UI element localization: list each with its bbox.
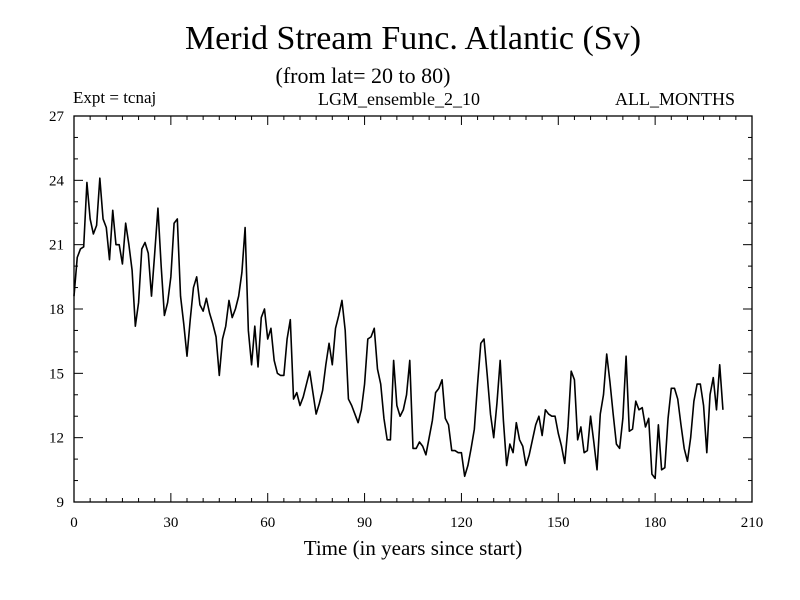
x-tick-label: 210: [741, 515, 764, 531]
ensemble-label: LGM_ensemble_2_10: [318, 89, 480, 109]
x-tick-label: 180: [644, 515, 667, 531]
series-group: [73, 177, 724, 480]
y-tick-label: 24: [49, 173, 65, 189]
y-tick-label: 15: [49, 366, 64, 382]
x-tick-label: 0: [70, 515, 78, 531]
y-tick-label: 9: [57, 495, 65, 511]
x-axis-label: Time (in years since start): [303, 536, 523, 560]
y-tick-label: 18: [49, 302, 64, 318]
axis-tick-labels: 0 30 60 90 120 150 180 210 9 12 15 18 21 24 27: [49, 109, 763, 531]
x-tick-label: 150: [547, 515, 570, 531]
experiment-label: Expt = tcnaj: [73, 88, 157, 107]
chart-subtitle: (from lat= 20 to 80): [275, 63, 451, 88]
plot-frame: [73, 115, 753, 503]
y-tick-label: 27: [49, 109, 65, 125]
x-tick-label: 60: [260, 515, 275, 531]
x-tick-label: 120: [450, 515, 473, 531]
x-tick-label: 90: [357, 515, 372, 531]
chart-title: Merid Stream Func. Atlantic (Sv): [184, 20, 642, 57]
months-label: ALL_MONTHS: [615, 89, 735, 109]
y-tick-label: 21: [49, 238, 64, 254]
y-tick-label: 12: [49, 431, 64, 447]
x-tick-label: 30: [163, 515, 178, 531]
series-line: [73, 177, 724, 480]
